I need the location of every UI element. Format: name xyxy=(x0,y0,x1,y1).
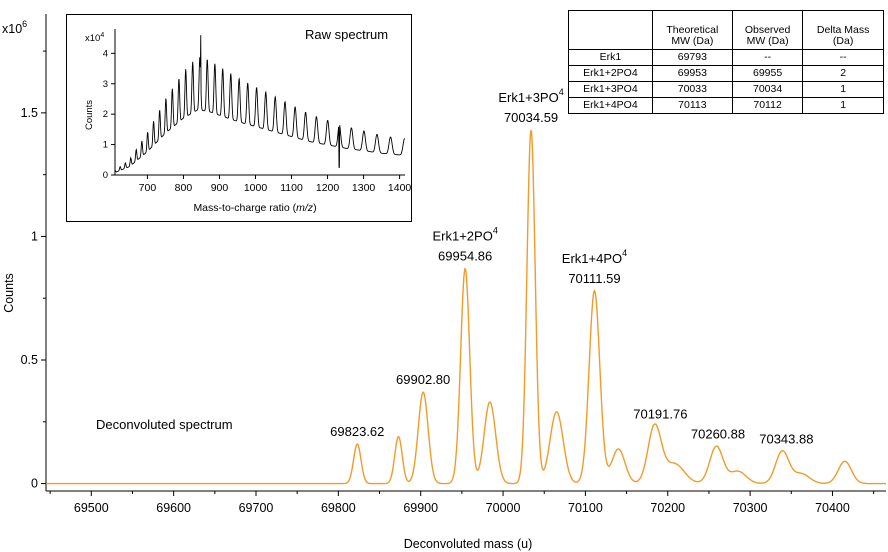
peak-name-label: Erk1+3PO4 xyxy=(498,87,563,105)
inset-y-tick-label: 0 xyxy=(103,170,108,181)
table-header-row: Theoretical MW (Da) Observed MW (Da) Delta… xyxy=(569,11,883,50)
inset-y-tick-label: 1 xyxy=(103,140,108,151)
table-cell: Erk1+2PO4 xyxy=(569,65,653,82)
table-header-cell: Delta Mass (Da) xyxy=(802,11,883,50)
inset-x-tick-label: 700 xyxy=(139,182,157,194)
x-axis-label: Deconvoluted mass (u) xyxy=(404,537,533,551)
raw-spectrum-line xyxy=(114,35,405,173)
table-row: Erk1+4PO4 70113 70112 1 xyxy=(569,97,883,113)
table-cell: 69953 xyxy=(651,65,733,82)
table-cell: 70113 xyxy=(651,97,733,113)
peak-mass-label: 70034.59 xyxy=(504,110,558,125)
y-tick-label: 0 xyxy=(31,477,38,491)
peak-mass-label: 69823.62 xyxy=(330,424,384,439)
table-cell: 1 xyxy=(802,81,883,98)
table-cell: -- xyxy=(731,49,803,66)
table-cell: 70112 xyxy=(731,97,803,113)
inset-x-label: Mass-to-charge ratio (m/z) xyxy=(193,202,316,214)
peak-name-label: Erk1+4PO4 xyxy=(562,248,627,266)
peak-name-label: Erk1+2PO4 xyxy=(432,226,497,244)
inset-x-tick-label: 1000 xyxy=(244,182,268,194)
y-exponent-label: x106 xyxy=(2,19,27,36)
inset-y-tick-label: 2 xyxy=(103,109,108,120)
inset-ticks: 700 800 900 1000 1100 1200 1300 1400 0 1 2 3 4 xyxy=(103,48,411,194)
table-cell: 1 xyxy=(802,97,883,113)
molecular-weight-table: Theoretical MW (Da) Observed MW (Da) Delta… xyxy=(569,11,883,113)
peak-mass-label: 69954.86 xyxy=(438,249,492,264)
table-header-cell xyxy=(569,11,652,50)
table-cell: 70033 xyxy=(651,81,733,98)
x-tick-label: 70400 xyxy=(815,501,850,515)
mw-table-container: Theoretical MW (Da) Observed MW (Da) Delta… xyxy=(568,10,884,114)
inset-title: Raw spectrum xyxy=(305,27,388,42)
peak-mass-label: 70260.88 xyxy=(691,427,745,442)
table-cell: -- xyxy=(802,49,883,66)
x-tick-label: 69900 xyxy=(403,501,438,515)
x-tick-label: 70000 xyxy=(486,501,521,515)
peak-mass-label: 69902.80 xyxy=(396,372,450,387)
x-tick-label: 70100 xyxy=(568,501,603,515)
table-cell: 2 xyxy=(802,65,883,82)
table-cell: 69955 xyxy=(731,65,803,82)
peak-mass-label: 70343.88 xyxy=(759,431,813,446)
x-tick-label: 69700 xyxy=(239,501,274,515)
table-header-cell: Theoretical MW (Da) xyxy=(651,11,733,50)
table-row: Erk1 69793 -- -- xyxy=(569,49,883,66)
inset-y-exponent: x104 xyxy=(85,32,104,44)
table-cell: Erk1+3PO4 xyxy=(569,81,653,98)
x-tick-label: 69800 xyxy=(321,501,356,515)
x-tick-label: 70200 xyxy=(650,501,685,515)
raw-spectrum-inset: 700 800 900 1000 1100 1200 1300 1400 0 1 2 3 4 Raw s… xyxy=(66,14,412,222)
x-tick-label: 70300 xyxy=(733,501,768,515)
y-axis-label: Counts xyxy=(2,273,16,313)
x-tick-label: 69500 xyxy=(74,501,109,515)
inset-x-tick-label: 1400 xyxy=(388,182,411,194)
inset-axes xyxy=(114,29,405,176)
main-axes xyxy=(45,14,886,492)
inset-x-tick-label: 1200 xyxy=(316,182,340,194)
table-cell: Erk1+4PO4 xyxy=(569,97,653,113)
main-annotations: 69823.62 69902.80 69954.86 Erk1+2PO4 70034.5… xyxy=(330,87,813,446)
inset-y-tick-label: 3 xyxy=(103,79,108,90)
raw-spectrum-chart: 700 800 900 1000 1100 1200 1300 1400 0 1 2 3 4 Raw s… xyxy=(84,27,411,214)
inset-y-label: Counts xyxy=(84,100,95,130)
peak-mass-label: 70111.59 xyxy=(568,271,620,286)
table-row: Erk1+3PO4 70033 70034 1 xyxy=(569,81,883,98)
inset-y-tick-label: 4 xyxy=(103,48,108,59)
series-label: Deconvoluted spectrum xyxy=(96,417,233,432)
y-tick-label: 1 xyxy=(31,229,38,243)
table-cell: Erk1 xyxy=(569,49,653,66)
inset-x-tick-label: 900 xyxy=(211,182,229,194)
table-cell: 69793 xyxy=(651,49,733,66)
deconvoluted-spectrum-line xyxy=(46,129,886,485)
peak-mass-label: 70191.76 xyxy=(633,407,687,422)
inset-x-tick-label: 800 xyxy=(175,182,193,194)
table-cell: 70034 xyxy=(731,81,803,98)
table-row: Erk1+2PO4 69953 69955 2 xyxy=(569,65,883,82)
x-tick-label: 69600 xyxy=(156,501,191,515)
table-header-cell: Observed MW (Da) xyxy=(731,11,803,50)
inset-x-tick-label: 1100 xyxy=(280,182,303,194)
inset-x-tick-label: 1300 xyxy=(352,182,376,194)
y-tick-label: 0.5 xyxy=(21,353,38,367)
y-tick-label: 1.5 xyxy=(21,106,38,120)
main-ticks: 69500 69600 69700 69800 69900 70000 70100 70200… xyxy=(21,50,875,515)
